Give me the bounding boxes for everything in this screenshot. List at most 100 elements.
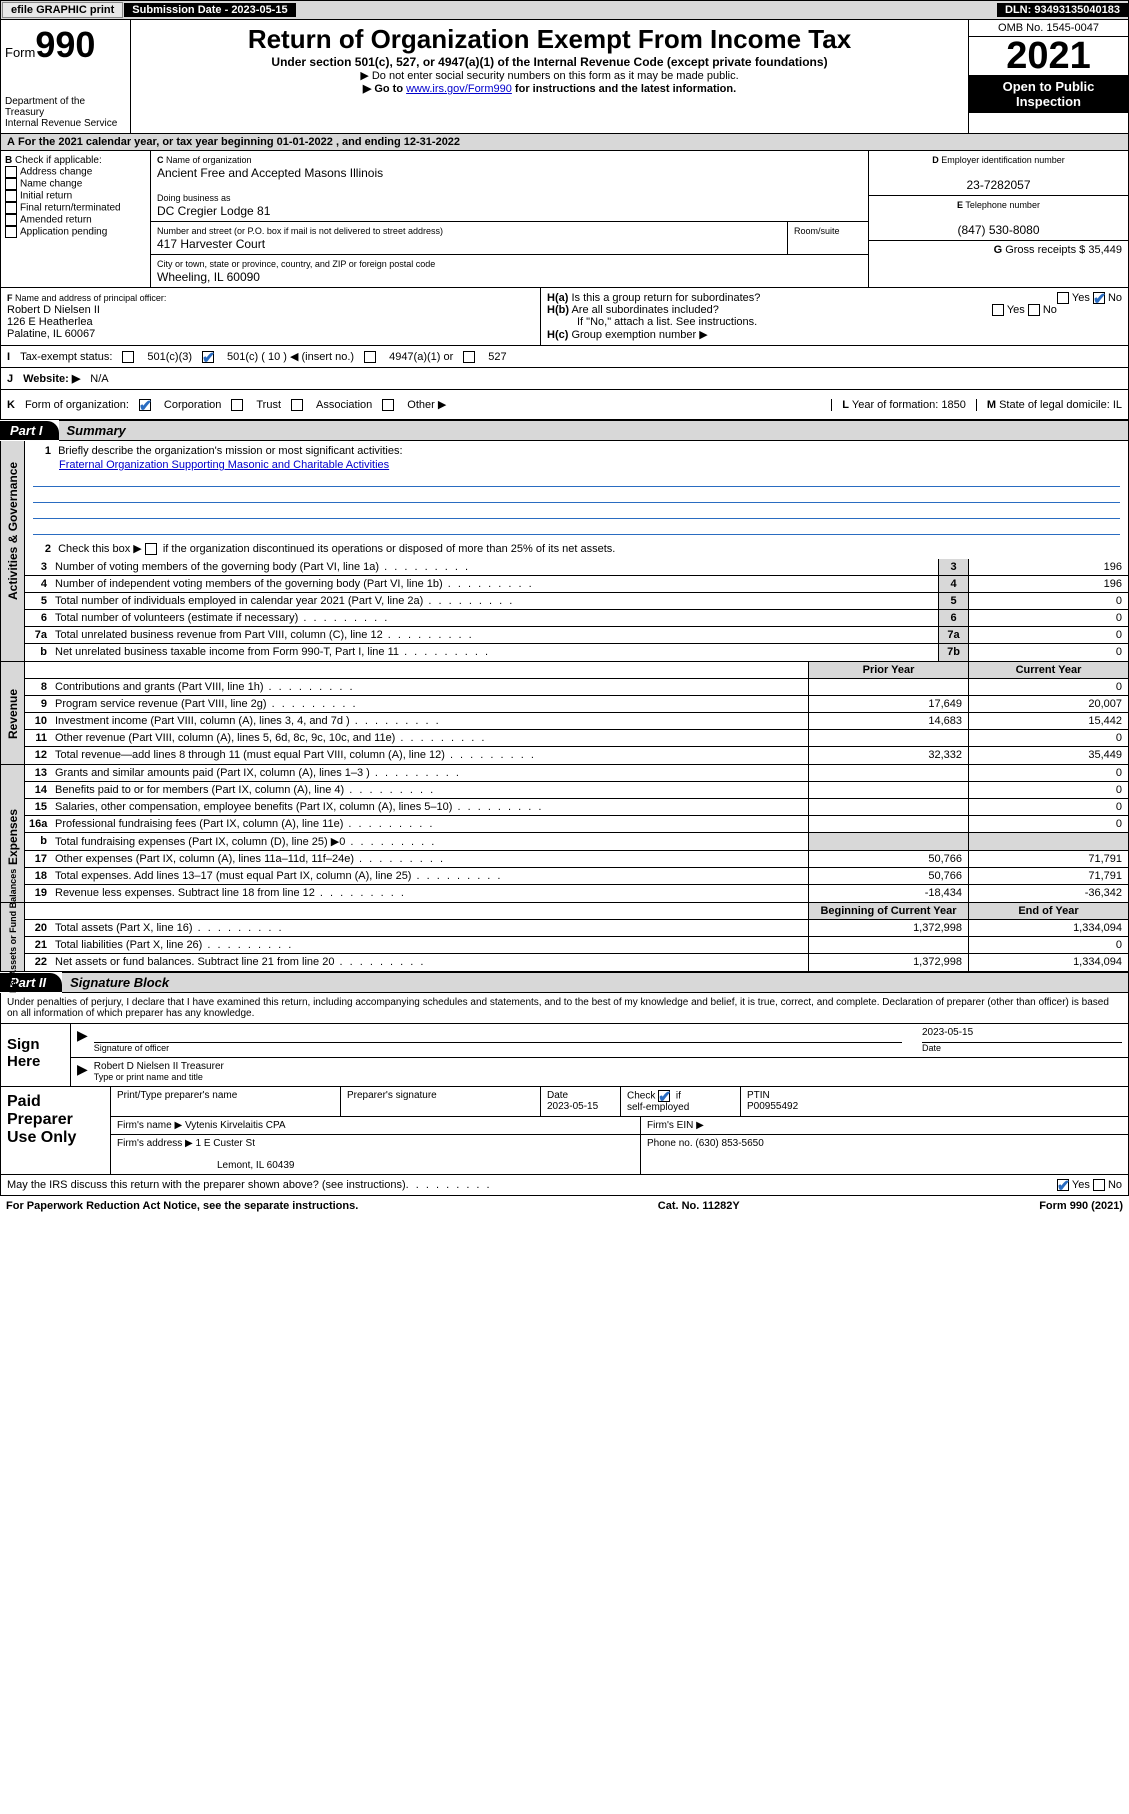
chk-501c[interactable]	[202, 351, 214, 363]
part1-header: Part I Summary	[0, 420, 1129, 441]
data-line: 21Total liabilities (Part X, line 26)0	[25, 937, 1128, 954]
data-line: 19Revenue less expenses. Subtract line 1…	[25, 885, 1128, 902]
chk-hb-yes[interactable]	[992, 304, 1004, 316]
period-row: A For the 2021 calendar year, or tax yea…	[0, 134, 1129, 151]
data-line: 17Other expenses (Part IX, column (A), l…	[25, 851, 1128, 868]
data-line: 8Contributions and grants (Part VIII, li…	[25, 679, 1128, 696]
paid-preparer: Paid Preparer Use Only Print/Type prepar…	[0, 1087, 1129, 1175]
prep-label: Paid Preparer Use Only	[1, 1087, 111, 1174]
gov-line: 6Total number of volunteers (estimate if…	[25, 610, 1128, 627]
signature-block: Under penalties of perjury, I declare th…	[0, 993, 1129, 1087]
col-d: D Employer identification number 23-7282…	[868, 151, 1128, 287]
data-line: bTotal fundraising expenses (Part IX, co…	[25, 833, 1128, 851]
sig-date: 2023-05-15	[922, 1027, 1122, 1043]
officer-typed-name: Robert D Nielsen II Treasurer	[94, 1061, 1122, 1072]
section-expenses: Expenses 13Grants and similar amounts pa…	[0, 765, 1129, 903]
gov-line: 7aTotal unrelated business revenue from …	[25, 627, 1128, 644]
org-name: Ancient Free and Accepted Masons Illinoi…	[157, 166, 383, 180]
mission-link[interactable]: Fraternal Organization Supporting Masoni…	[59, 459, 389, 471]
declaration: Under penalties of perjury, I declare th…	[1, 993, 1128, 1024]
note-link: ▶ Go to www.irs.gov/Form990 for instruct…	[135, 82, 964, 95]
col-current: Current Year	[968, 662, 1128, 678]
firm-addr: 1 E Custer St	[196, 1138, 255, 1149]
data-line: 9Program service revenue (Part VIII, lin…	[25, 696, 1128, 713]
chk-address[interactable]	[5, 166, 17, 178]
section-revenue: Revenue Prior Year Current Year 8Contrib…	[0, 662, 1129, 765]
prep-phone: (630) 853-5650	[695, 1138, 763, 1149]
submission-date: Submission Date - 2023-05-15	[124, 3, 295, 17]
efile-button[interactable]: efile GRAPHIC print	[2, 2, 123, 18]
ein: 23-7282057	[966, 178, 1030, 192]
chk-name[interactable]	[5, 178, 17, 190]
gov-line: 4Number of independent voting members of…	[25, 576, 1128, 593]
row-klm: K Form of organization: Corporation Trus…	[0, 390, 1129, 420]
section-bcde: B Check if applicable: Address change Na…	[0, 151, 1129, 288]
phone: (847) 530-8080	[957, 223, 1039, 237]
data-line: 16aProfessional fundraising fees (Part I…	[25, 816, 1128, 833]
row-i: I Tax-exempt status: 501(c)(3) 501(c) ( …	[0, 346, 1129, 368]
section-fh: F Name and address of principal officer:…	[0, 288, 1129, 346]
tax-year: 2021	[969, 37, 1128, 75]
chk-4947[interactable]	[364, 351, 376, 363]
chk-discuss-yes[interactable]	[1057, 1179, 1069, 1191]
data-line: 14Benefits paid to or for members (Part …	[25, 782, 1128, 799]
city: Wheeling, IL 60090	[157, 270, 260, 284]
gov-line: bNet unrelated business taxable income f…	[25, 644, 1128, 661]
vtab-exp: Expenses	[6, 795, 20, 879]
data-line: 12Total revenue—add lines 8 through 11 (…	[25, 747, 1128, 764]
data-line: 13Grants and similar amounts paid (Part …	[25, 765, 1128, 782]
state-domicile: IL	[1113, 399, 1122, 411]
chk-trust[interactable]	[231, 399, 243, 411]
part2-header: Part II Signature Block	[0, 972, 1129, 993]
col-beginning: Beginning of Current Year	[808, 903, 968, 919]
chk-discuss-no[interactable]	[1093, 1179, 1105, 1191]
dba: DC Cregier Lodge 81	[157, 204, 270, 218]
officer-addr2: Palatine, IL 60067	[7, 328, 95, 340]
vtab-na: Net Assets or Fund Balances	[8, 893, 18, 993]
chk-self-employed[interactable]	[658, 1090, 670, 1102]
form-subtitle: Under section 501(c), 527, or 4947(a)(1)…	[135, 55, 964, 69]
chk-discontinued[interactable]	[145, 543, 157, 555]
form-title: Return of Organization Exempt From Incom…	[135, 24, 964, 55]
street: 417 Harvester Court	[157, 237, 265, 251]
ptin: P00955492	[747, 1101, 798, 1112]
col-c: C Name of organization Ancient Free and …	[151, 151, 868, 287]
chk-527[interactable]	[463, 351, 475, 363]
chk-assoc[interactable]	[291, 399, 303, 411]
chk-other[interactable]	[382, 399, 394, 411]
discuss-row: May the IRS discuss this return with the…	[0, 1175, 1129, 1196]
form-footer: Form 990 (2021)	[1039, 1200, 1123, 1212]
gov-line: 3Number of voting members of the governi…	[25, 559, 1128, 576]
irs-link[interactable]: www.irs.gov/Form990	[406, 83, 512, 95]
gross-receipts: 35,449	[1088, 244, 1122, 256]
sign-here-label: Sign Here	[1, 1024, 71, 1086]
vtab-rev: Revenue	[6, 672, 20, 756]
chk-ha-no[interactable]	[1093, 292, 1105, 304]
col-b: B Check if applicable: Address change Na…	[1, 151, 151, 287]
data-line: 22Net assets or fund balances. Subtract …	[25, 954, 1128, 971]
chk-corp[interactable]	[139, 399, 151, 411]
section-netassets: Net Assets or Fund Balances Beginning of…	[0, 903, 1129, 972]
form-header: Form990 Department of the Treasury Inter…	[0, 20, 1129, 134]
chk-final[interactable]	[5, 202, 17, 214]
data-line: 18Total expenses. Add lines 13–17 (must …	[25, 868, 1128, 885]
chk-501c3[interactable]	[122, 351, 134, 363]
vtab-gov: Activities & Governance	[6, 516, 20, 600]
chk-ha-yes[interactable]	[1057, 292, 1069, 304]
officer-name: Robert D Nielsen II	[7, 304, 100, 316]
dept-treasury: Department of the Treasury	[5, 96, 126, 118]
gov-line: 5Total number of individuals employed in…	[25, 593, 1128, 610]
col-prior: Prior Year	[808, 662, 968, 678]
chk-pending[interactable]	[5, 226, 17, 238]
chk-initial[interactable]	[5, 190, 17, 202]
data-line: 15Salaries, other compensation, employee…	[25, 799, 1128, 816]
chk-amended[interactable]	[5, 214, 17, 226]
website: N/A	[90, 373, 108, 385]
col-end: End of Year	[968, 903, 1128, 919]
cat-no: Cat. No. 11282Y	[658, 1200, 740, 1212]
prep-date: 2023-05-15	[547, 1101, 598, 1112]
irs-label: Internal Revenue Service	[5, 118, 126, 129]
section-governance: Activities & Governance 1 Briefly descri…	[0, 441, 1129, 662]
chk-hb-no[interactable]	[1028, 304, 1040, 316]
dln: DLN: 93493135040183	[997, 3, 1128, 17]
